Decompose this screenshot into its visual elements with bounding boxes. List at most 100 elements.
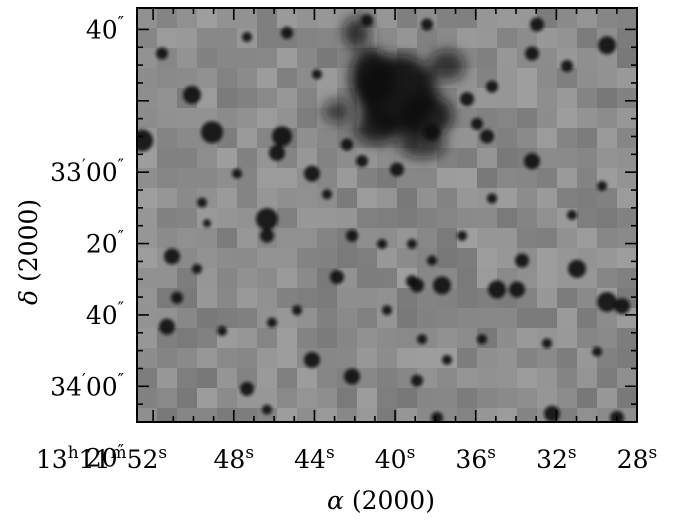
star xyxy=(411,374,423,387)
star xyxy=(390,162,404,177)
x-tick-label-part: s xyxy=(568,443,577,463)
texture-tile xyxy=(477,348,497,368)
texture-tile xyxy=(237,328,257,348)
texture-tile xyxy=(537,248,557,268)
texture-tile xyxy=(617,248,637,268)
x-tick-label-part: 44 xyxy=(294,445,326,474)
texture-tile xyxy=(457,8,477,28)
texture-tile xyxy=(597,108,617,128)
texture-tile xyxy=(517,68,537,88)
texture-tile xyxy=(477,168,497,188)
texture-tile xyxy=(597,48,617,68)
texture-tile xyxy=(537,228,557,248)
texture-tile xyxy=(357,288,377,308)
texture-tile xyxy=(177,108,197,128)
star xyxy=(281,26,293,39)
texture-tile xyxy=(557,408,577,422)
texture-tile xyxy=(557,108,577,128)
star xyxy=(433,276,451,295)
texture-tile xyxy=(617,368,637,388)
texture-tile xyxy=(257,68,277,88)
texture-tile xyxy=(357,208,377,228)
texture-tile xyxy=(497,128,517,148)
star xyxy=(431,411,443,422)
y-tick-label-part: 20 xyxy=(86,230,118,259)
texture-tile xyxy=(177,388,197,408)
texture-tile xyxy=(497,108,517,128)
texture-tile xyxy=(377,28,397,48)
y-tick-labels: 40″33′00″20″40″34′00″20″ xyxy=(50,13,124,472)
texture-tile xyxy=(337,328,357,348)
x-tick-label: 28s xyxy=(617,443,658,474)
cluster-blob xyxy=(355,112,399,145)
texture-tile xyxy=(417,188,437,208)
star xyxy=(201,121,223,144)
texture-tile xyxy=(217,188,237,208)
texture-tile xyxy=(177,368,197,388)
texture-tile xyxy=(557,28,577,48)
texture-tile xyxy=(477,208,497,228)
texture-tile xyxy=(237,308,257,328)
texture-tile xyxy=(357,348,377,368)
texture-tile xyxy=(257,168,277,188)
texture-tile xyxy=(497,308,517,328)
texture-tile xyxy=(337,248,357,268)
star xyxy=(192,263,202,274)
texture-tile xyxy=(377,148,397,168)
texture-tile xyxy=(177,128,197,148)
texture-tile xyxy=(137,328,157,348)
x-tick-label: 13h11m52s xyxy=(36,443,167,474)
texture-tile xyxy=(437,248,457,268)
x-tick-label-part: 28 xyxy=(617,445,649,474)
star xyxy=(272,126,292,147)
texture-tile xyxy=(397,388,417,408)
texture-tile xyxy=(157,268,177,288)
texture-tile xyxy=(577,88,597,108)
texture-tile xyxy=(197,228,217,248)
texture-tile xyxy=(197,288,217,308)
texture-tile xyxy=(517,128,537,148)
texture-tile xyxy=(517,268,537,288)
texture-tile xyxy=(357,368,377,388)
star xyxy=(269,144,285,161)
texture-tile xyxy=(217,268,237,288)
texture-tile xyxy=(497,8,517,28)
star xyxy=(568,259,586,278)
texture-tile xyxy=(277,408,297,422)
y-tick-label-part: ″ xyxy=(118,156,124,176)
star xyxy=(164,248,180,265)
texture-tile xyxy=(377,328,397,348)
star xyxy=(524,153,540,170)
star xyxy=(487,193,497,204)
texture-tile xyxy=(517,88,537,108)
texture-tile xyxy=(537,88,557,108)
texture-tile xyxy=(397,248,417,268)
image-edge-strip xyxy=(637,8,654,422)
texture-tile xyxy=(517,388,537,408)
star xyxy=(356,155,368,168)
texture-tile xyxy=(457,148,477,168)
texture-tile xyxy=(157,288,177,308)
texture-tile xyxy=(337,388,357,408)
texture-tile xyxy=(197,348,217,368)
texture-tile xyxy=(557,368,577,388)
texture-tile xyxy=(157,208,177,228)
star xyxy=(477,334,487,345)
texture-tile xyxy=(177,408,197,422)
texture-tile xyxy=(237,128,257,148)
texture-tile xyxy=(157,368,177,388)
texture-tile xyxy=(577,288,597,308)
texture-tile xyxy=(557,88,577,108)
texture-tile xyxy=(617,328,637,348)
texture-tile xyxy=(377,348,397,368)
star xyxy=(460,92,474,107)
texture-tile xyxy=(437,308,457,328)
texture-tile xyxy=(357,168,377,188)
texture-tile xyxy=(437,388,457,408)
texture-tile xyxy=(337,148,357,168)
texture-tile xyxy=(577,48,597,68)
star xyxy=(471,117,483,130)
texture-tile xyxy=(577,388,597,408)
texture-tile xyxy=(597,188,617,208)
texture-tile xyxy=(237,88,257,108)
